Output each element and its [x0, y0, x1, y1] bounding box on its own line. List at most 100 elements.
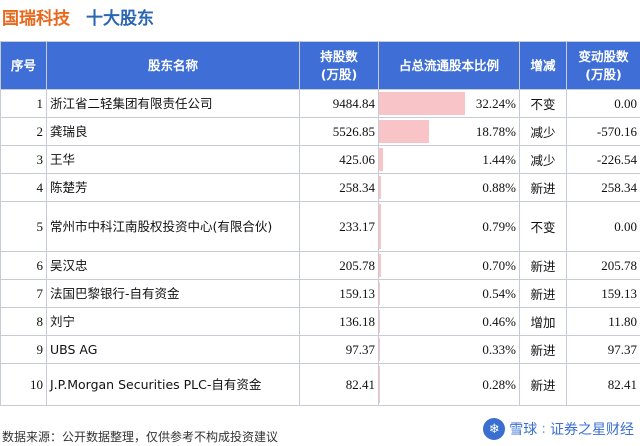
- cell-shareholder-name: 刘宁: [46, 307, 300, 336]
- table-row: 10 J.P.Morgan Securities PLC-自有资金 82.41 0.2…: [0, 363, 640, 406]
- cell-rank: 8: [0, 307, 47, 336]
- table-row: 2 龚瑞良 5526.85 18.78% 减少 -570.16: [0, 117, 640, 146]
- cell-shareholder-name: 王华: [46, 145, 300, 174]
- cell-ratio: 0.79%: [378, 201, 520, 252]
- cell-shares: 205.78: [299, 251, 379, 280]
- cell-ratio: 0.28%: [378, 363, 520, 406]
- ratio-text: 0.28%: [482, 376, 516, 392]
- cell-status: 新进: [519, 335, 567, 364]
- cell-rank: 6: [0, 251, 47, 280]
- ratio-text: 0.33%: [482, 341, 516, 357]
- ratio-text: 18.78%: [475, 123, 516, 139]
- ratio-bar: [379, 176, 382, 199]
- cell-shares: 97.37: [299, 335, 379, 364]
- cell-shareholder-name: UBS AG: [46, 335, 300, 364]
- cell-ratio: 32.24%: [378, 89, 520, 118]
- title-bar: 国瑞科技 十大股东: [0, 0, 640, 32]
- ratio-text: 0.54%: [482, 285, 516, 301]
- cell-status: 新进: [519, 363, 567, 406]
- cell-change: -570.16: [566, 117, 640, 146]
- cell-change: 11.80: [566, 307, 640, 336]
- header-name: 股东名称: [46, 41, 300, 90]
- cell-shareholder-name: 陈楚芳: [46, 173, 300, 202]
- cell-shareholder-name: 法国巴黎银行-自有资金: [46, 279, 300, 308]
- ratio-bar: [379, 338, 380, 361]
- cell-ratio: 0.70%: [378, 251, 520, 280]
- ratio-bar: [379, 254, 381, 277]
- table-row: 7 法国巴黎银行-自有资金 159.13 0.54% 新进 159.13: [0, 279, 640, 308]
- header-status: 增减: [519, 41, 567, 90]
- cell-shares: 159.13: [299, 279, 379, 308]
- cell-change: 97.37: [566, 335, 640, 364]
- ratio-bar: [379, 366, 380, 403]
- cell-status: 新进: [519, 251, 567, 280]
- cell-shareholder-name: 常州市中科江南股权投资中心(有限合伙): [46, 201, 300, 252]
- table-row: 9 UBS AG 97.37 0.33% 新进 97.37: [0, 335, 640, 364]
- cell-change: 205.78: [566, 251, 640, 280]
- ratio-bar: [379, 120, 430, 143]
- cell-rank: 9: [0, 335, 47, 364]
- header-change: 变动股数 (万股): [566, 41, 640, 90]
- cell-change: 0.00: [566, 89, 640, 118]
- table-row: 1 浙江省二轻集团有限责任公司 9484.84 32.24% 不变 0.00: [0, 89, 640, 118]
- cell-shares: 136.18: [299, 307, 379, 336]
- cell-ratio: 0.46%: [378, 307, 520, 336]
- cell-change: 159.13: [566, 279, 640, 308]
- cell-status: 新进: [519, 173, 567, 202]
- table-row: 5 常州市中科江南股权投资中心(有限合伙) 233.17 0.79% 不变 0.00: [0, 201, 640, 252]
- cell-status: 增加: [519, 307, 567, 336]
- table-row: 8 刘宁 136.18 0.46% 增加 11.80: [0, 307, 640, 336]
- cell-rank: 3: [0, 145, 47, 174]
- ratio-bar: [379, 310, 381, 333]
- cell-shares: 5526.85: [299, 117, 379, 146]
- ratio-text: 0.88%: [482, 179, 516, 195]
- cell-shares: 258.34: [299, 173, 379, 202]
- header-rank: 序号: [0, 41, 47, 90]
- cell-ratio: 0.54%: [378, 279, 520, 308]
- cell-shareholder-name: 浙江省二轻集团有限责任公司: [46, 89, 300, 118]
- table-subtitle: 十大股东: [86, 8, 154, 29]
- data-source-note: 数据来源：公开数据整理，仅供参考不构成投资建议: [2, 430, 279, 444]
- snowball-icon: ❄: [483, 418, 506, 440]
- cell-shareholder-name: J.P.Morgan Securities PLC-自有资金: [46, 363, 300, 406]
- table-row: 4 陈楚芳 258.34 0.88% 新进 258.34: [0, 173, 640, 202]
- ratio-bar: [379, 92, 465, 115]
- table-row: 3 王华 425.06 1.44% 减少 -226.54: [0, 145, 640, 174]
- ratio-bar: [379, 282, 381, 305]
- ratio-text: 1.44%: [482, 151, 516, 167]
- cell-rank: 2: [0, 117, 47, 146]
- cell-ratio: 1.44%: [378, 145, 520, 174]
- cell-status: 减少: [519, 117, 567, 146]
- cell-ratio: 18.78%: [378, 117, 520, 146]
- cell-shares: 233.17: [299, 201, 379, 252]
- ratio-bar: [379, 148, 383, 171]
- watermark-account: 证券之星财经: [550, 422, 634, 438]
- watermark-platform: 雪球: [509, 422, 538, 438]
- cell-status: 不变: [519, 89, 567, 118]
- cell-shares: 82.41: [299, 363, 379, 406]
- cell-rank: 5: [0, 201, 47, 252]
- ratio-text: 0.70%: [482, 257, 516, 273]
- cell-change: -226.54: [566, 145, 640, 174]
- header-ratio: 占总流通股本比例: [378, 41, 520, 90]
- cell-change: 82.41: [566, 363, 640, 406]
- ratio-bar: [379, 204, 382, 249]
- header-shares: 持股数 (万股): [299, 41, 379, 90]
- cell-shares: 9484.84: [299, 89, 379, 118]
- cell-shareholder-name: 龚瑞良: [46, 117, 300, 146]
- cell-ratio: 0.33%: [378, 335, 520, 364]
- cell-change: 0.00: [566, 201, 640, 252]
- cell-status: 减少: [519, 145, 567, 174]
- cell-shareholder-name: 吴汉忠: [46, 251, 300, 280]
- shareholders-table: 序号 股东名称 持股数 (万股) 占总流通股本比例 增减 变动股数 (万股) 1 浙江…: [0, 41, 640, 406]
- table-body: 1 浙江省二轻集团有限责任公司 9484.84 32.24% 不变 0.00 2 龚瑞良 552…: [0, 89, 640, 406]
- cell-rank: 1: [0, 89, 47, 118]
- ratio-text: 0.46%: [482, 313, 516, 329]
- ratio-text: 0.79%: [482, 218, 516, 234]
- ratio-text: 32.24%: [475, 95, 516, 111]
- company-title: 国瑞科技: [2, 8, 70, 29]
- cell-status: 新进: [519, 279, 567, 308]
- cell-status: 不变: [519, 201, 567, 252]
- cell-change: 258.34: [566, 173, 640, 202]
- cell-ratio: 0.88%: [378, 173, 520, 202]
